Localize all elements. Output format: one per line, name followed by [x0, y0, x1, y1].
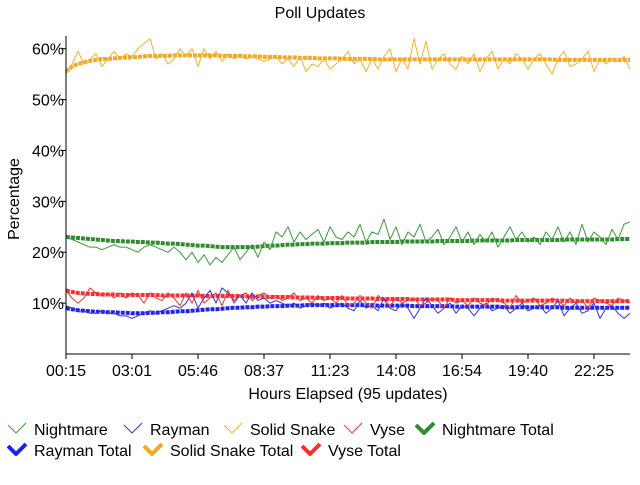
y-tick-label: 30%: [32, 194, 64, 211]
series-line-nightmare-total: [65, 234, 630, 250]
x-tick-label: 08:37: [244, 363, 284, 380]
legend-swatch: [343, 422, 363, 434]
x-tick-label: 03:01: [112, 363, 152, 380]
series-line-rayman: [65, 287, 631, 319]
legend-label: Nightmare Total: [442, 422, 554, 439]
x-tick-label: 19:40: [508, 363, 548, 380]
legend-swatch: [300, 442, 322, 456]
legend-swatch: [414, 421, 436, 435]
axes-layer: [65, 36, 630, 355]
x-tick-label: 16:54: [442, 363, 482, 380]
y-axis-label: Percentage: [6, 158, 23, 240]
x-tick-label: 00:15: [46, 363, 86, 380]
x-tick-label: 22:25: [574, 363, 614, 380]
series-line-solid-snake: [65, 38, 631, 75]
x-axis-label: Hours Elapsed (95 updates): [248, 386, 447, 403]
y-tick-label: 40%: [32, 143, 64, 160]
legend-swatch: [6, 442, 28, 456]
y-tick-label: 60%: [32, 42, 64, 59]
legend-item-nightmare-total: Nightmare Total: [414, 421, 554, 439]
legend-item-nightmare: Nightmare: [7, 422, 108, 439]
legend-label: Solid Snake Total: [170, 443, 293, 460]
chart-title: Poll Updates: [275, 5, 366, 22]
legend-swatch: [223, 422, 243, 434]
x-tick-label: 14:08: [376, 363, 416, 380]
legend-label: Rayman Total: [34, 443, 132, 460]
series-line-vyse-total: [65, 288, 630, 304]
series-line-nightmare: [65, 218, 631, 266]
legend-item-solid-snake-total: Solid Snake Total: [142, 442, 293, 460]
legend: Nightmare Rayman Solid Snake Vyse Nightmare …: [6, 421, 554, 460]
legend-label: Nightmare: [34, 422, 108, 439]
legend-item-vyse-total: Vyse Total: [300, 442, 401, 460]
series-layer: [64, 38, 631, 319]
legend-label: Vyse: [370, 422, 405, 439]
y-tick-label: 10%: [32, 296, 64, 313]
legend-label: Rayman: [150, 422, 210, 439]
legend-item-rayman-total: Rayman Total: [6, 442, 132, 460]
legend-item-vyse: Vyse: [343, 422, 405, 439]
x-tick-label: 11:23: [311, 363, 350, 380]
y-ticks-layer: 10% 20% 30% 40% 50% 60%: [32, 42, 66, 313]
x-tick-label: 05:46: [178, 363, 218, 380]
y-tick-label: 50%: [32, 93, 64, 110]
x-ticks-layer: 00:15 03:01 05:46 08:37 11:23 14:08 16:54 19:40…: [46, 354, 614, 380]
legend-swatch: [123, 422, 143, 434]
legend-label: Vyse Total: [328, 443, 401, 460]
legend-item-rayman: Rayman: [123, 422, 210, 439]
legend-label: Solid Snake: [250, 422, 335, 439]
legend-swatch: [7, 422, 27, 434]
y-tick-label: 20%: [32, 245, 64, 262]
series-line-vyse: [65, 287, 631, 309]
legend-item-solid-snake: Solid Snake: [223, 422, 335, 439]
legend-swatch: [142, 442, 164, 456]
